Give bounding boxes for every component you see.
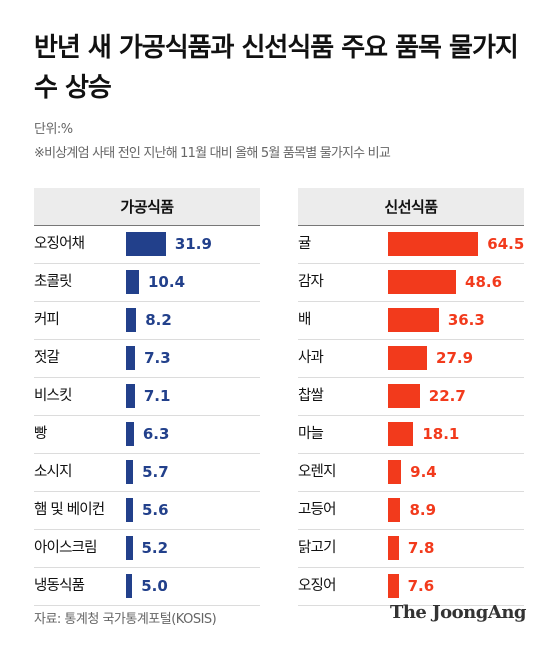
- processed-value-label: 5.2: [141, 539, 169, 557]
- fresh-row: 찹쌀 22.7: [298, 378, 524, 416]
- fresh-value-label: 64.5: [487, 235, 525, 253]
- fresh-value-label: 22.7: [428, 387, 466, 405]
- fresh-bar: [388, 536, 399, 560]
- fresh-value-label: 27.9: [436, 349, 474, 367]
- processed-row: 초콜릿 10.4: [34, 264, 260, 302]
- fresh-row: 오렌지 9.4: [298, 454, 524, 492]
- fresh-category-label: 귤: [298, 236, 311, 252]
- processed-row: 햄 및 베이컨 5.6: [34, 492, 260, 530]
- processed-value-label: 7.3: [144, 349, 171, 367]
- fresh-category-label: 오징어: [298, 578, 336, 594]
- processed-value-label: 31.9: [174, 235, 212, 253]
- fresh-bar: [388, 270, 457, 294]
- fresh-row: 감자 48.6: [298, 264, 524, 302]
- fresh-value-label: 18.1: [422, 425, 460, 443]
- processed-category-label: 빵: [34, 426, 47, 442]
- processed-row: 냉동식품 5.0: [34, 568, 260, 606]
- fresh-row: 고등어 8.9: [298, 492, 524, 530]
- fresh-bar: [388, 422, 414, 446]
- fresh-value-label: 48.6: [465, 273, 503, 291]
- fresh-category-label: 오렌지: [298, 464, 336, 480]
- fresh-category-label: 고등어: [298, 502, 336, 518]
- processed-row: 비스킷 7.1: [34, 378, 260, 416]
- chart-title: 반년 새 가공식품과 신선식품 주요 품목 물가지수 상승: [34, 33, 519, 103]
- processed-bar: [126, 536, 133, 560]
- processed-category-label: 초콜릿: [34, 274, 72, 290]
- processed-bar: [126, 498, 133, 522]
- processed-row: 빵 6.3: [34, 416, 260, 454]
- fresh-bar: [388, 308, 439, 332]
- fresh-row: 사과 27.9: [298, 340, 524, 378]
- processed-value-label: 5.6: [142, 501, 169, 519]
- processed-value-label: 6.3: [142, 425, 170, 443]
- fresh-food-bars: 귤 64.5 감자 48.6 배 36.3 사과 27.9 찹쌀 22.7 마늘 18.1 오렌지 9.4…: [298, 226, 524, 606]
- processed-category-label: 비스킷: [34, 388, 72, 404]
- processed-row: 아이스크림 5.2: [34, 530, 260, 568]
- processed-category-label: 젓갈: [34, 350, 60, 366]
- fresh-category-label: 마늘: [298, 426, 324, 442]
- fresh-row: 닭고기 7.8: [298, 530, 524, 568]
- processed-value-label: 10.4: [148, 273, 186, 291]
- processed-category-label: 소시지: [34, 464, 72, 480]
- processed-row: 젓갈 7.3: [34, 340, 260, 378]
- processed-value-label: 7.1: [143, 387, 171, 405]
- processed-bar: [126, 346, 136, 370]
- fresh-row: 마늘 18.1: [298, 416, 524, 454]
- brand-logo: The JoongAng: [389, 602, 527, 623]
- fresh-category-label: 찹쌀: [298, 388, 324, 404]
- processed-bar: [126, 270, 139, 294]
- fresh-bar: [388, 460, 402, 484]
- processed-food-bars: 오징어채 31.9 초콜릿 10.4 커피 8.2 젓갈 7.3 비스킷 7.1 빵 6.3 소시지 5.…: [34, 226, 260, 606]
- footnote: ※비상계엄 사태 전인 지난해 11월 대비 올해 5월 품목별 물가지수 비교: [34, 146, 391, 161]
- fresh-bar: [388, 384, 420, 408]
- fresh-row: 오징어 7.6: [298, 568, 524, 606]
- processed-food-header: 가공식품: [34, 188, 260, 226]
- fresh-value-label: 7.8: [407, 539, 435, 557]
- fresh-category-label: 감자: [298, 274, 324, 290]
- processed-bar: [126, 308, 137, 332]
- fresh-value-label: 36.3: [447, 311, 485, 329]
- source-note: 자료: 통계청 국가통계포털(KOSIS): [34, 612, 217, 627]
- unit-label: 단위:%: [34, 122, 73, 137]
- processed-category-label: 커피: [34, 312, 60, 328]
- processed-value-label: 8.2: [145, 311, 172, 329]
- fresh-category-label: 닭고기: [298, 540, 336, 556]
- fresh-category-label: 사과: [298, 350, 324, 366]
- fresh-row: 귤 64.5: [298, 226, 524, 264]
- fresh-food-panel: 신선식품 귤 64.5 감자 48.6 배 36.3 사과 27.9 찹쌀 22.7 마늘 18.1 오…: [298, 188, 524, 606]
- processed-row: 커피 8.2: [34, 302, 260, 340]
- processed-bar: [126, 422, 134, 446]
- fresh-value-label: 7.6: [407, 577, 435, 595]
- fresh-bar: [388, 232, 479, 256]
- processed-food-panel: 가공식품 오징어채 31.9 초콜릿 10.4 커피 8.2 젓갈 7.3 비스킷 7.1 빵 6.3…: [34, 188, 260, 606]
- processed-bar: [126, 232, 166, 256]
- processed-bar: [126, 384, 135, 408]
- processed-category-label: 아이스크림: [34, 540, 97, 556]
- processed-value-label: 5.0: [141, 577, 168, 595]
- fresh-bar: [388, 498, 401, 522]
- processed-category-label: 햄 및 베이컨: [34, 502, 105, 518]
- fresh-bar: [388, 574, 399, 598]
- processed-row: 오징어채 31.9: [34, 226, 260, 264]
- processed-category-label: 오징어채: [34, 236, 85, 252]
- fresh-value-label: 8.9: [409, 501, 437, 519]
- fresh-value-label: 9.4: [410, 463, 437, 481]
- fresh-bar: [388, 346, 428, 370]
- processed-value-label: 5.7: [142, 463, 169, 481]
- processed-row: 소시지 5.7: [34, 454, 260, 492]
- fresh-food-header: 신선식품: [298, 188, 524, 226]
- processed-bar: [126, 574, 133, 598]
- processed-category-label: 냉동식품: [34, 578, 85, 594]
- fresh-row: 배 36.3: [298, 302, 524, 340]
- processed-bar: [126, 460, 134, 484]
- fresh-category-label: 배: [298, 312, 311, 328]
